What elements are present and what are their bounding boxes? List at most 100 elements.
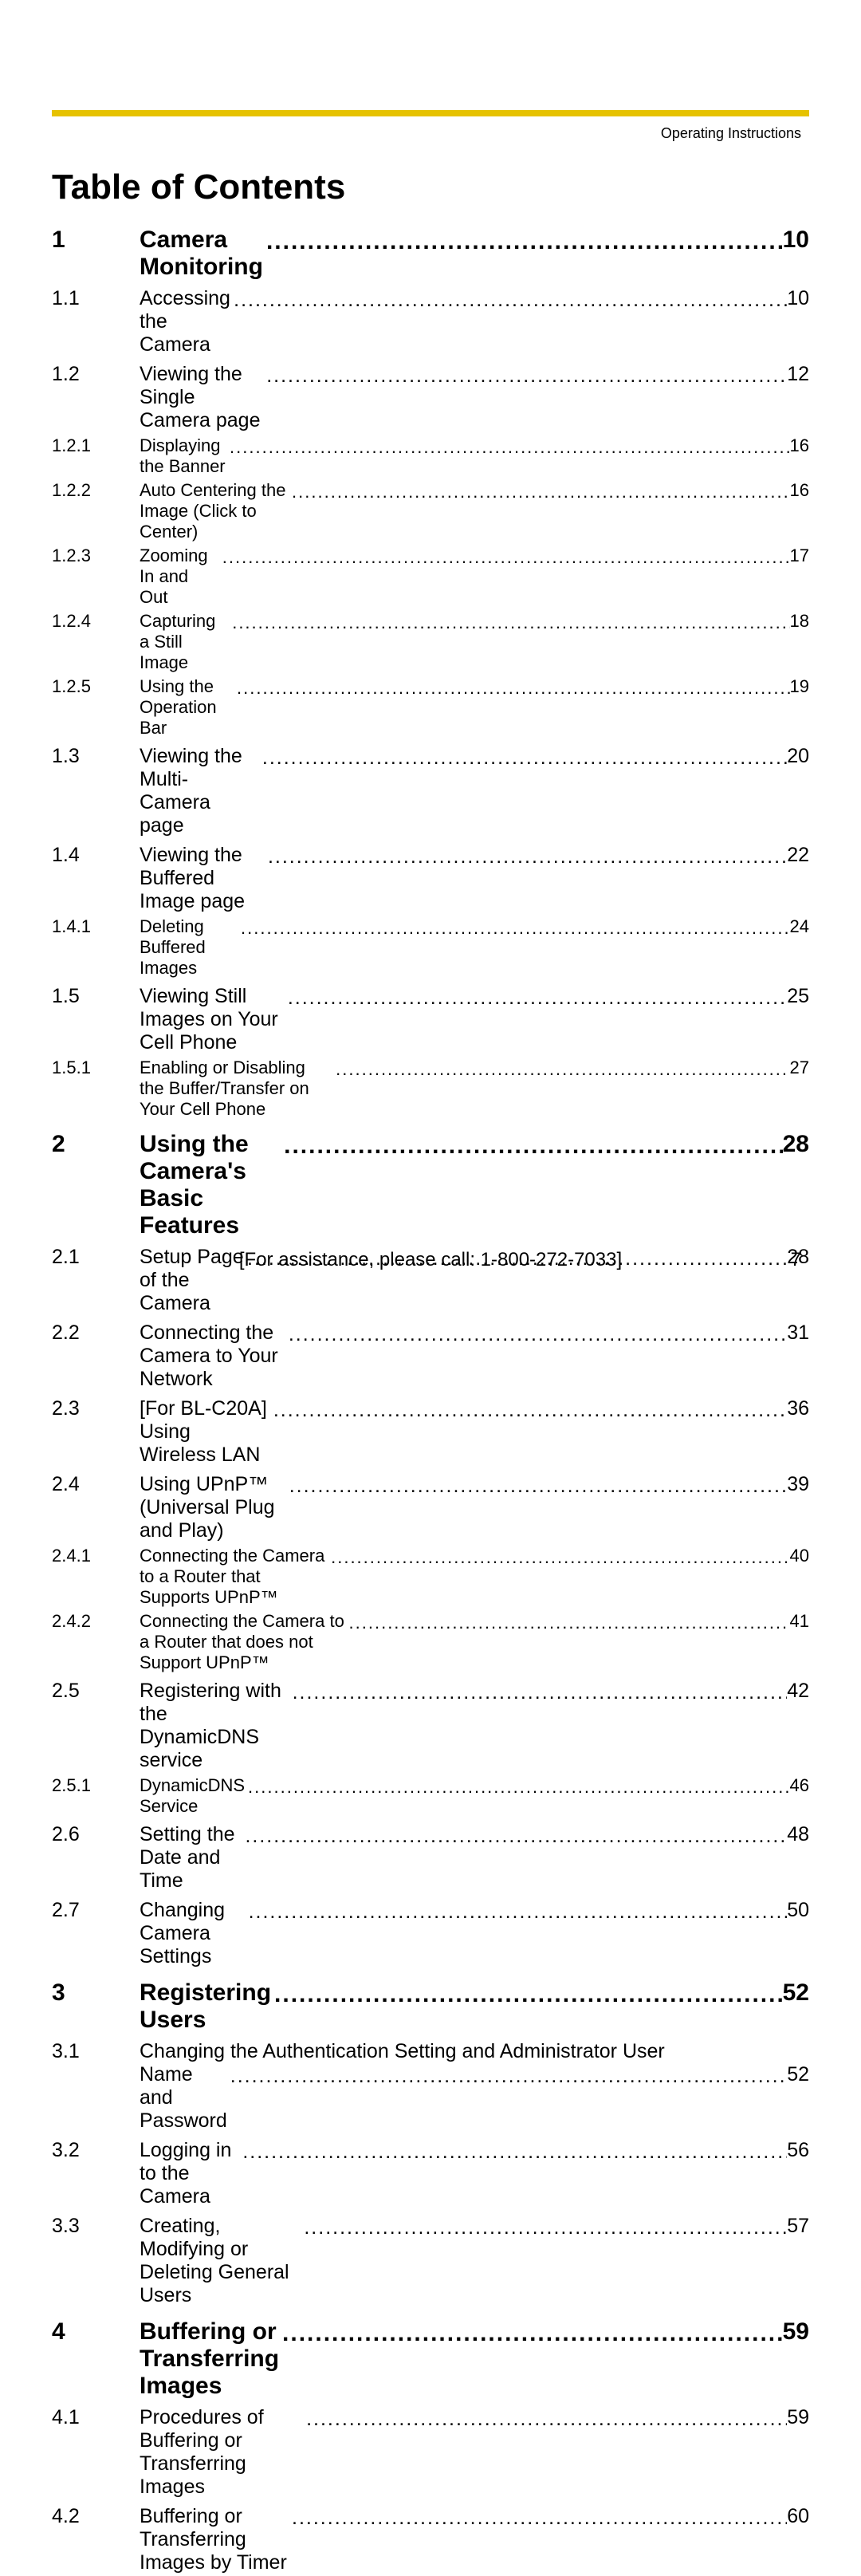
toc-entry-number: 4.1 [52, 2406, 140, 2429]
toc-entry: 1.4Viewing the Buffered Image page 22 [52, 844, 809, 913]
toc-entry-page: 31 [787, 1321, 809, 1345]
toc-entry-page: 12 [787, 363, 809, 386]
toc-entry-number: 1.2.1 [52, 435, 140, 456]
toc-entry-number: 2.5 [52, 1680, 140, 1703]
toc-entry: 1.1Accessing the Camera10 [52, 287, 809, 356]
toc-entry-page: 36 [787, 1397, 809, 1420]
toc-dots [279, 2320, 783, 2347]
footer: [For assistance, please call: 1-800-272-… [52, 1249, 809, 1271]
toc-entry-title: Auto Centering the Image (Click to Cente… [140, 480, 289, 542]
toc-entry: 1.2.5Using the Operation Bar19 [52, 676, 809, 739]
toc-entry: 1.5.1Enabling or Disabling the Buffer/Tr… [52, 1058, 809, 1120]
toc-entry-number: 1.3 [52, 745, 140, 768]
toc-entry-page: 25 [787, 985, 809, 1008]
toc-entry-page: 46 [790, 1775, 809, 1796]
toc-entry-number: 2.4 [52, 1473, 140, 1496]
toc-entry-title-line1: Changing the Authentication Setting and … [140, 2040, 809, 2063]
toc-dots [271, 1981, 783, 2008]
toc-entry-number: 1.2.5 [52, 676, 140, 697]
toc-entry-title: Using the Camera's Basic Features [140, 1131, 281, 1239]
toc-dots [285, 1323, 787, 1346]
toc-dots [286, 1475, 788, 1498]
toc-entry: 2.5.1DynamicDNS Service46 [52, 1775, 809, 1817]
toc-entry: 2Using the Camera's Basic Features28 [52, 1131, 809, 1239]
toc-entry-number: 1.1 [52, 287, 140, 310]
toc-entry-number: 2.4.2 [52, 1611, 140, 1632]
toc-entry-number: 1.4.1 [52, 916, 140, 937]
toc-entry-number: 3.2 [52, 2139, 140, 2162]
toc-dots [301, 2216, 787, 2239]
toc-entry: 1.2.1Displaying the Banner 16 [52, 435, 809, 477]
toc-entry-title: Registering Users [140, 1979, 271, 2034]
toc-entry-title: Viewing Still Images on Your Cell Phone [140, 985, 285, 1054]
toc-entry-number: 1.2.3 [52, 546, 140, 566]
toc-entry-page: 56 [787, 2139, 809, 2162]
toc-entry-number: 1.2.4 [52, 611, 140, 632]
toc-entry-number: 1.5 [52, 985, 140, 1008]
toc-entry-page: 59 [787, 2406, 809, 2429]
toc-entry-title: Logging in to the Camera [140, 2139, 239, 2208]
toc-entry: 3.3Creating, Modifying or Deleting Gener… [52, 2215, 809, 2307]
toc-entry-number: 2.3 [52, 1397, 140, 1420]
toc-entry-page: 27 [790, 1058, 809, 1078]
toc-dots [230, 289, 787, 312]
toc-entry-title: Deleting Buffered Images [140, 916, 238, 979]
toc-entry: 1.2.4Capturing a Still Image18 [52, 611, 809, 673]
toc-dots [263, 364, 787, 388]
toc-dots [289, 1681, 788, 1704]
toc-entry-page: 16 [790, 435, 809, 456]
toc-entry-page: 22 [787, 844, 809, 867]
toc-entry-number: 4.2 [52, 2505, 140, 2528]
toc-entry-page: 40 [790, 1546, 809, 1566]
toc-entry-number: 3.3 [52, 2215, 140, 2238]
toc-entry-page: 60 [787, 2505, 809, 2528]
toc-dots [281, 1132, 783, 1160]
toc-container: Table of Contents 1Camera Monitoring101.… [52, 167, 809, 2576]
toc-entry-title: Using UPnP™ (Universal Plug and Play) [140, 1473, 286, 1542]
toc-entry-title: Viewing the Buffered Image page [140, 844, 265, 913]
toc-entry-title: Procedures of Buffering or Transferring … [140, 2406, 303, 2499]
toc-entry: 1.3Viewing the Multi-Camera page20 [52, 745, 809, 837]
header-text: Operating Instructions [661, 125, 801, 142]
toc-dots [289, 2507, 787, 2530]
toc-entry-page: 52 [787, 2063, 809, 2086]
toc-entry-title: Displaying the Banner [140, 435, 226, 477]
toc-entry-title: Capturing a Still Image [140, 611, 229, 673]
toc-entry-page: 52 [783, 1979, 809, 2007]
toc-entry-title: Connecting the Camera to Your Network [140, 1321, 285, 1391]
toc-dots [227, 2065, 787, 2088]
toc-entry: 2.2Connecting the Camera to Your Network… [52, 1321, 809, 1391]
toc-entry: 4.2Buffering or Transferring Images by T… [52, 2505, 809, 2574]
toc-entry-number: 2.2 [52, 1321, 140, 1345]
toc-entry-page: 17 [790, 546, 809, 566]
toc-dots [259, 746, 787, 770]
toc-entry: 4.1Procedures of Buffering or Transferri… [52, 2406, 809, 2499]
accent-bar [52, 110, 809, 116]
toc-entry-title: Using the Operation Bar [140, 676, 234, 739]
toc-dots [245, 1777, 789, 1798]
toc-dots [346, 1613, 790, 1633]
toc-entry: 1.2Viewing the Single Camera page12 [52, 363, 809, 432]
toc-dots [246, 1900, 788, 1924]
toc-dots [219, 547, 790, 568]
toc-entry-title: Creating, Modifying or Deleting General … [140, 2215, 301, 2307]
toc-entry-title: Registering with the DynamicDNS service [140, 1680, 289, 1772]
toc-entry-title: Buffering or Transferring Images [140, 2318, 279, 2400]
toc-entry-number: 3 [52, 1979, 140, 2007]
toc-entry-title: Viewing the Multi-Camera page [140, 745, 259, 837]
toc-dots [229, 612, 789, 633]
toc-entry-number: 1 [52, 226, 140, 254]
footer-page-number: 7 [791, 1249, 801, 1271]
toc-dots [332, 1059, 789, 1080]
toc-entry: 4Buffering or Transferring Images59 [52, 2318, 809, 2400]
toc-entry-number: 2.7 [52, 1899, 140, 1922]
toc-entry-number: 2.4.1 [52, 1546, 140, 1566]
toc-entry: 2.4.1Connecting the Camera to a Router t… [52, 1546, 809, 1608]
toc-entry: 1.2.2Auto Centering the Image (Click to … [52, 480, 809, 542]
toc-entry-page: 39 [787, 1473, 809, 1496]
page-title: Table of Contents [52, 167, 809, 207]
toc-dots [238, 918, 790, 939]
toc-entry: 2.5Registering with the DynamicDNS servi… [52, 1680, 809, 1772]
toc-entry-title: Viewing the Single Camera page [140, 363, 263, 432]
toc-entry-number: 1.4 [52, 844, 140, 867]
